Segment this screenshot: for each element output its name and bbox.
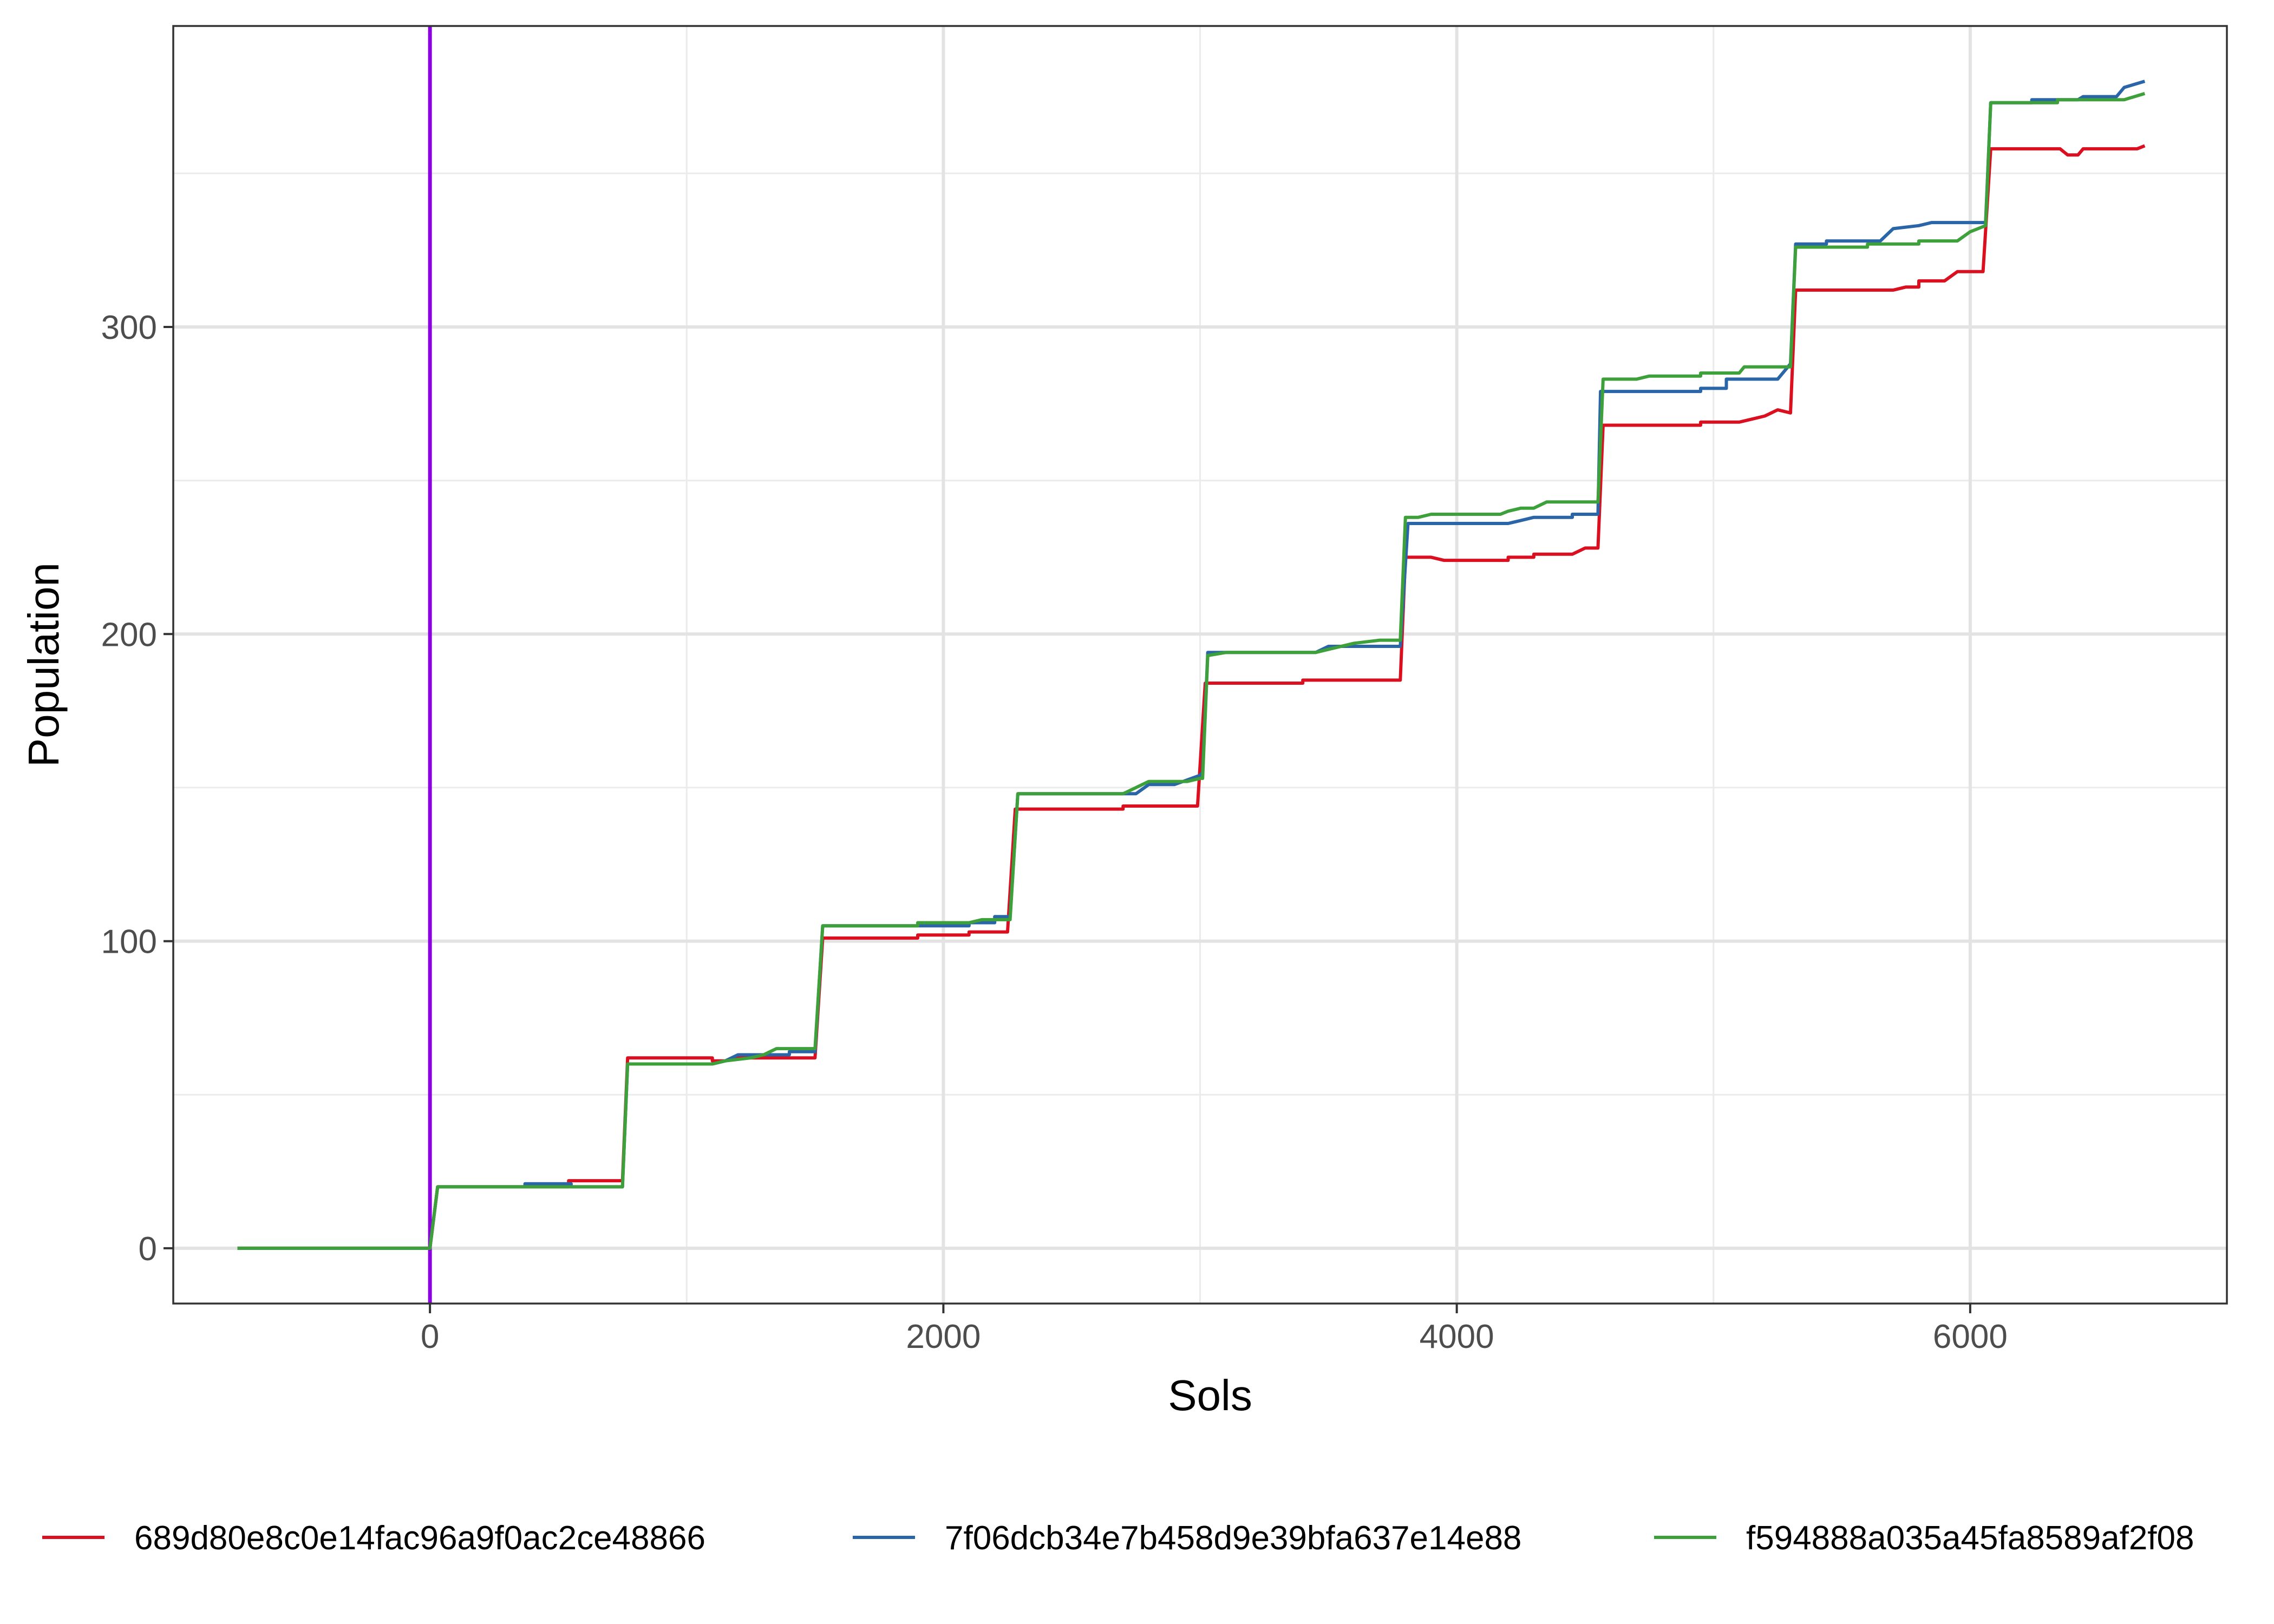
y-tick-label: 0 — [139, 1230, 157, 1268]
x-tick-label: 4000 — [1420, 1318, 1494, 1355]
y-axis: 0 100 200 300 — [101, 309, 173, 1268]
y-axis-title: Population — [19, 562, 68, 767]
y-tick-label: 100 — [101, 924, 157, 961]
legend-label-2: 7f06dcb34e7b458d9e39bfa637e14e88 — [945, 1520, 1521, 1557]
legend-label-3: f594888a035a45fa8589af2f08 — [1746, 1520, 2194, 1557]
x-axis: 0 2000 4000 6000 — [421, 1304, 2008, 1355]
plot-border — [172, 25, 2228, 1305]
legend-label-1: 689d80e8c0e14fac96a9f0ac2ce48866 — [134, 1520, 705, 1557]
series-line-3 — [237, 91, 2146, 1250]
x-tick-label: 0 — [421, 1318, 439, 1355]
x-axis-title: Sols — [1168, 1371, 1252, 1419]
y-tick-label: 200 — [101, 616, 157, 653]
x-tick-label: 6000 — [1933, 1318, 2008, 1355]
legend: 689d80e8c0e14fac96a9f0ac2ce48866 7f06dcb3… — [42, 1520, 2194, 1557]
series-group — [237, 80, 2146, 1250]
y-tick-label: 300 — [101, 309, 157, 346]
x-tick-label: 2000 — [906, 1318, 981, 1355]
